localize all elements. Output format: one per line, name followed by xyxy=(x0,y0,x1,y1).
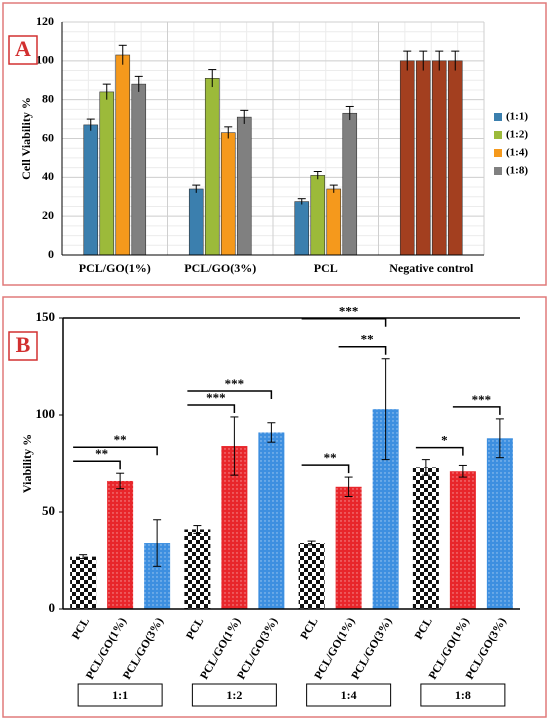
significance-bracket xyxy=(73,446,158,456)
legend-label: (1:1) xyxy=(506,111,528,123)
x-tick-label: PCL/GO(3%) xyxy=(184,261,256,275)
bar xyxy=(447,60,463,256)
y-tick-label: 50 xyxy=(42,503,55,518)
significance-bracket xyxy=(187,404,236,413)
x-tick-label: Negative control xyxy=(389,261,474,275)
significance-label: ** xyxy=(361,332,374,347)
y-tick-label: 60 xyxy=(42,130,54,144)
bar xyxy=(399,60,415,256)
group-label: 1:8 xyxy=(455,688,471,702)
legend-label: (1:2) xyxy=(506,129,528,141)
y-tick-label: 150 xyxy=(36,309,56,324)
bar xyxy=(184,529,211,609)
group-label: 1:2 xyxy=(226,688,242,702)
panel-b-frame xyxy=(2,296,547,718)
panel-label: B xyxy=(16,332,31,357)
bar xyxy=(236,116,252,256)
x-tick-label: PCL/GO(3%) xyxy=(464,616,509,682)
group-label: 1:4 xyxy=(341,688,357,702)
bar xyxy=(335,486,362,609)
group-box xyxy=(191,683,277,707)
significance-bracket xyxy=(187,390,273,399)
x-tick-label: PCL/GO(1%) xyxy=(79,261,151,275)
bar xyxy=(99,91,115,256)
significance-bracket xyxy=(452,406,501,415)
significance-label: ** xyxy=(114,432,127,447)
legend-swatch xyxy=(494,113,502,121)
x-tick-label: PCL xyxy=(184,616,206,642)
significance-label: ** xyxy=(324,450,337,465)
bar xyxy=(220,132,236,256)
bar xyxy=(188,188,204,256)
significance-bracket xyxy=(415,446,464,456)
significance-label: ** xyxy=(95,446,108,461)
bar xyxy=(294,201,310,256)
y-tick-label: 100 xyxy=(36,406,56,421)
significance-label: *** xyxy=(339,304,359,319)
bar xyxy=(204,78,220,256)
x-tick-label: PCL xyxy=(413,616,435,642)
bar xyxy=(83,124,99,256)
bar xyxy=(115,54,131,256)
group-box xyxy=(420,683,506,707)
y-axis-label: Viability % xyxy=(20,434,34,493)
bar xyxy=(131,83,147,256)
significance-bracket xyxy=(301,464,350,474)
panel-a-frame xyxy=(2,2,547,286)
significance-bracket xyxy=(301,317,387,327)
significance-bracket xyxy=(338,345,387,355)
bar xyxy=(326,188,342,256)
group-label: 1:1 xyxy=(112,688,128,702)
y-tick-label: 0 xyxy=(48,247,54,261)
legend-swatch xyxy=(494,149,502,157)
x-tick-label: PCL xyxy=(299,616,321,642)
legend-swatch xyxy=(494,131,502,139)
x-tick-label: PCL/GO(3%) xyxy=(350,616,395,682)
x-tick-label: PCL xyxy=(314,261,338,275)
x-tick-label: PCL/GO(3%) xyxy=(121,616,166,682)
bar xyxy=(415,60,431,256)
bar xyxy=(486,438,513,609)
significance-label: *** xyxy=(206,390,226,405)
panel-label-box xyxy=(8,331,38,361)
y-tick-label: 100 xyxy=(36,53,54,67)
legend-label: (1:4) xyxy=(506,147,528,159)
x-tick-label: PCL xyxy=(70,616,92,642)
group-box xyxy=(77,683,163,707)
bar xyxy=(298,543,325,609)
legend-swatch xyxy=(494,167,502,175)
group-box xyxy=(306,683,392,707)
bar xyxy=(310,175,326,256)
legend-label: (1:8) xyxy=(506,165,528,177)
y-tick-label: 0 xyxy=(49,600,56,615)
bar xyxy=(412,467,439,609)
significance-label: * xyxy=(441,433,448,448)
bar xyxy=(258,432,285,609)
bar xyxy=(107,480,134,609)
bar xyxy=(431,60,447,256)
x-tick-label: PCL/GO(3%) xyxy=(235,616,280,682)
y-tick-label: 40 xyxy=(42,169,54,183)
y-tick-label: 20 xyxy=(42,208,54,222)
y-tick-label: 80 xyxy=(42,91,54,105)
y-axis-label: Cell Viability % xyxy=(19,97,33,180)
panel-label-box xyxy=(8,35,38,65)
significance-label: *** xyxy=(472,392,492,407)
bar xyxy=(449,471,476,609)
significance-bracket xyxy=(73,460,121,470)
bar xyxy=(342,112,358,256)
y-tick-label: 120 xyxy=(36,14,54,28)
bar xyxy=(70,556,97,609)
significance-label: *** xyxy=(225,376,245,391)
panel-label: A xyxy=(15,36,31,61)
